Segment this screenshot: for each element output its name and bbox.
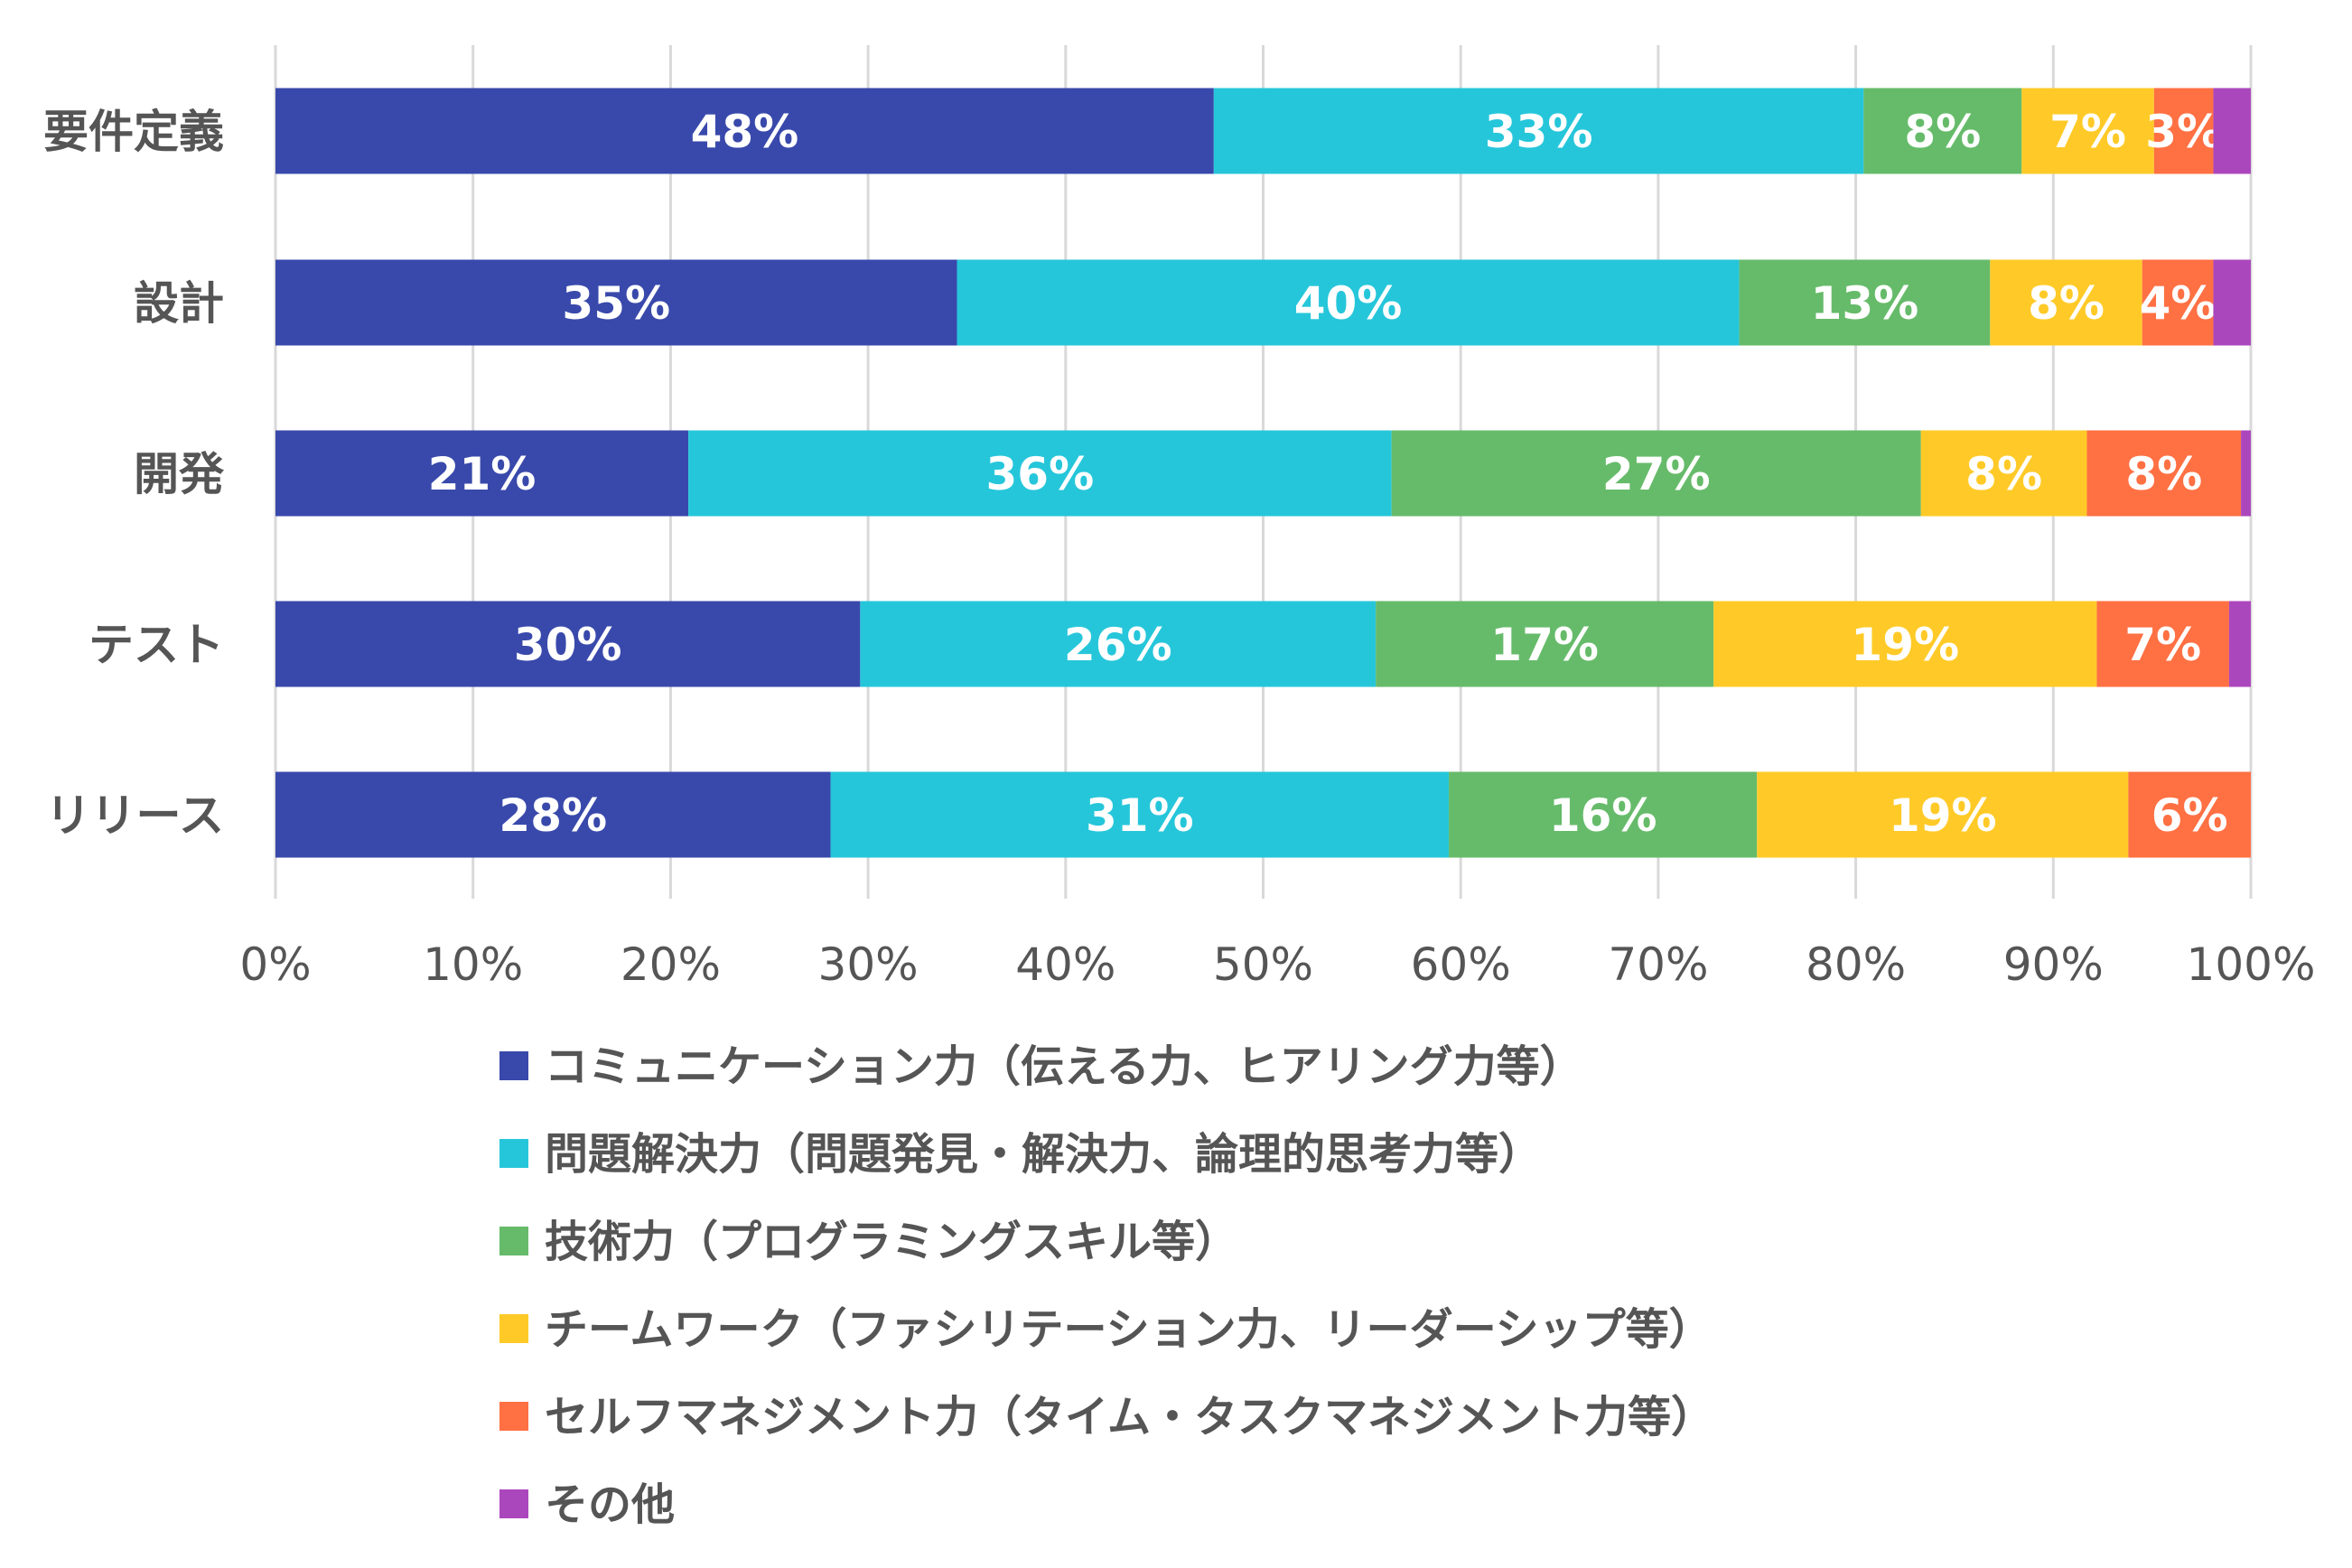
- x-tick-label: 90%: [2003, 938, 2104, 991]
- x-tick-label: 100%: [2187, 938, 2316, 991]
- data-label: 28%: [499, 789, 607, 842]
- data-label: 13%: [1811, 277, 1919, 330]
- bar-segment: [1391, 430, 1921, 517]
- bar-segment: [688, 430, 1392, 517]
- bar-segment: [2096, 601, 2229, 687]
- category-label: 開発: [134, 448, 225, 500]
- data-label: 21%: [428, 448, 537, 500]
- bar-segment: [2241, 430, 2251, 517]
- x-tick-label: 0%: [239, 938, 311, 991]
- x-tick-label: 40%: [1015, 938, 1115, 991]
- data-label: 7%: [2049, 106, 2126, 158]
- bar-segment: [1863, 88, 2022, 174]
- legend-label: コミュニケーション力（伝える力、ヒアリング力等）: [545, 1041, 1583, 1092]
- legend-label: 技術力（プログラミングスキル等）: [545, 1217, 1238, 1267]
- bar-segment: [2213, 88, 2251, 174]
- data-label: 8%: [1965, 448, 2042, 500]
- data-label: 17%: [1490, 619, 1599, 671]
- bar-segment: [957, 259, 1740, 346]
- bar-segment: [2213, 259, 2251, 346]
- legend-swatch: [499, 1139, 528, 1168]
- legend-label: その他: [545, 1479, 675, 1530]
- bar-segment: [1920, 430, 2087, 517]
- data-label: 27%: [1602, 448, 1711, 500]
- bar-segment: [860, 601, 1377, 687]
- data-label: 7%: [2124, 619, 2201, 671]
- data-label: 8%: [2125, 448, 2202, 500]
- bar-segment: [275, 88, 1214, 174]
- x-tick-label: 80%: [1806, 938, 1906, 991]
- x-tick-label: 30%: [818, 938, 919, 991]
- x-tick-label: 20%: [621, 938, 721, 991]
- category-label: 設計: [134, 277, 224, 330]
- bar-segment: [1213, 88, 1864, 174]
- bar-segment: [1757, 771, 2129, 858]
- data-label: 6%: [2151, 789, 2228, 842]
- data-label: 16%: [1549, 789, 1657, 842]
- bar-segment: [275, 771, 831, 858]
- bar-segment: [1990, 259, 2142, 346]
- legend: コミュニケーション力（伝える力、ヒアリング力等） 問題解決力（問題発見・解決力、論…: [499, 1041, 1714, 1530]
- x-tick-labels: 0% 10% 20% 30% 40% 50% 60% 70% 80% 90% 100%: [239, 938, 2315, 991]
- legend-swatch: [499, 1051, 528, 1080]
- bars: 48% 33% 8% 7% 3% 35% 40% 13% 8% 4% 21% 36% 27% 8% 8% 30…: [275, 88, 2251, 858]
- bar-segment: [275, 601, 861, 687]
- bar-segment: [2228, 601, 2251, 687]
- x-tick-label: 70%: [1608, 938, 1708, 991]
- data-label: 30%: [514, 619, 622, 671]
- legend-label: 問題解決力（問題発見・解決力、論理的思考力等）: [545, 1129, 1542, 1180]
- bar-segment: [1449, 771, 1758, 858]
- data-label: 26%: [1064, 619, 1172, 671]
- data-label: 3%: [2145, 106, 2222, 158]
- data-label: 33%: [1485, 106, 1593, 158]
- legend-swatch: [499, 1402, 528, 1431]
- x-tick-label: 10%: [423, 938, 523, 991]
- bar-segment: [275, 259, 957, 346]
- data-label: 8%: [2028, 277, 2105, 330]
- bar-segment: [1739, 259, 1991, 346]
- category-label: テスト: [89, 619, 224, 671]
- data-label: 31%: [1086, 789, 1194, 842]
- data-label: 36%: [986, 448, 1095, 500]
- bar-segment: [2142, 259, 2214, 346]
- x-tick-label: 50%: [1213, 938, 1313, 991]
- data-label: 40%: [1294, 277, 1403, 330]
- legend-label: チームワーク（ファシリテーション力、リーダーシップ等）: [545, 1304, 1713, 1355]
- x-tick-label: 60%: [1411, 938, 1511, 991]
- data-label: 4%: [2140, 277, 2217, 330]
- bar-segment: [2021, 88, 2154, 174]
- data-label: 19%: [1889, 789, 1997, 842]
- data-label: 19%: [1851, 619, 1959, 671]
- bar-segment: [1713, 601, 2097, 687]
- legend-swatch: [499, 1227, 528, 1255]
- legend-label: セルフマネジメント力（タイム・タスクマネジメント力等）: [545, 1392, 1714, 1442]
- data-label: 48%: [691, 106, 799, 158]
- bar-segment: [1376, 601, 1714, 687]
- bar-segment: [830, 771, 1450, 858]
- bar-segment: [2128, 771, 2251, 858]
- category-label: リリース: [46, 789, 225, 842]
- bar-segment: [275, 430, 689, 517]
- legend-swatch: [499, 1489, 528, 1518]
- data-label: 8%: [1904, 106, 1981, 158]
- data-label: 35%: [562, 277, 670, 330]
- bar-segment: [2153, 88, 2214, 174]
- legend-swatch: [499, 1314, 528, 1343]
- category-label: 要件定義: [43, 106, 224, 158]
- bar-segment: [2086, 430, 2242, 517]
